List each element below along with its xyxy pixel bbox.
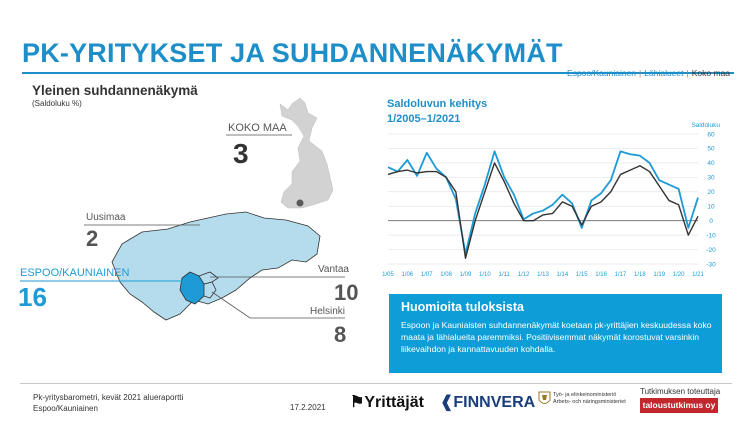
x-tick-label: 1/05 — [382, 272, 394, 278]
x-tick-label: 1/06 — [402, 272, 414, 278]
x-tick-label: 1/09 — [460, 272, 472, 278]
y-tick-label: -10 — [706, 232, 716, 239]
y-tick-label: 40 — [707, 160, 715, 167]
x-tick-label: 1/21 — [692, 272, 704, 278]
x-tick-label: 1/11 — [499, 272, 511, 278]
footer-divider — [20, 383, 732, 384]
breadcrumb-item-lahialueet[interactable]: Lähialueet — [644, 68, 684, 78]
ministry-logo-line1: Työ- ja elinkeinoministeriö — [553, 392, 617, 398]
leader-line-helsinki — [211, 291, 345, 319]
x-tick-label: 1/13 — [537, 272, 549, 278]
title-divider — [22, 72, 734, 74]
x-tick-label: 1/07 — [421, 272, 433, 278]
yrittajat-logo-text: Yrittäjät — [364, 394, 424, 411]
x-tick-label: 1/19 — [653, 272, 665, 278]
y-tick-label: 60 — [707, 131, 715, 138]
ministry-crest-icon — [538, 391, 551, 404]
breadcrumb-separator: | — [639, 68, 642, 78]
line-chart: 60 50 40 30 20 10 0 -10 -20 -30 1/05 1/06 1/07 1/08 1… — [382, 122, 720, 278]
y-tick-label: -30 — [706, 261, 716, 268]
info-box: Huomioita tuloksista Espoon ja Kauniaist… — [389, 294, 722, 373]
region-value-uusimaa: 2 — [86, 226, 99, 251]
uusimaa-map-icon — [111, 211, 321, 321]
info-box-title: Huomioita tuloksista — [401, 300, 524, 314]
breadcrumb-item-espoo[interactable]: Espoo/Kauniainen — [567, 68, 637, 78]
breadcrumb: Espoo/Kauniainen | Lähialueet | Koko maa — [567, 68, 730, 78]
x-tick-label: 1/15 — [576, 272, 588, 278]
x-tick-label: 1/14 — [557, 272, 569, 278]
left-panel-subtitle: (Saldoluku %) — [32, 99, 82, 108]
footer-source: Pk-yritysbarometri, kevät 2021 aluerapor… — [33, 392, 183, 414]
chart-title-period: 1/2005–1/2021 — [387, 113, 461, 125]
region-value-helsinki: 8 — [334, 322, 347, 347]
y-tick-label: 20 — [707, 189, 715, 196]
x-tick-label: 1/08 — [440, 272, 452, 278]
region-value-koko-maa: 3 — [233, 138, 249, 169]
footer-date: 17.2.2021 — [290, 403, 326, 412]
region-value-espoo: 16 — [18, 282, 47, 312]
finnvera-logo-text: FINNVERA — [453, 394, 536, 411]
region-name-uusimaa: Uusimaa — [86, 212, 126, 223]
x-tick-label: 1/12 — [518, 272, 530, 278]
chart-ylabel: Saldoluku — [691, 122, 720, 129]
x-tick-label: 1/20 — [673, 272, 685, 278]
yrittajat-flag-icon: ⚑ — [350, 394, 365, 411]
chart-title: Saldoluvun kehitys 1/2005–1/2021 — [387, 97, 487, 127]
region-name-koko-maa: KOKO MAA — [228, 122, 287, 134]
y-tick-label: 50 — [707, 146, 715, 153]
breadcrumb-item-koko-maa[interactable]: Koko maa — [691, 68, 730, 78]
y-tick-label: 10 — [707, 204, 715, 211]
region-name-espoo: ESPOO/KAUNIAINEN — [20, 267, 130, 279]
region-name-vantaa: Vantaa — [318, 264, 349, 275]
ministry-logo: Työ- ja elinkeinoministeriö Arbets- och … — [553, 392, 633, 406]
footer-source-line1: Pk-yritysbarometri, kevät 2021 aluerapor… — [33, 393, 184, 402]
y-tick-label: -20 — [706, 247, 716, 254]
left-panel-title: Yleinen suhdannenäkymä — [32, 83, 198, 98]
page-title: PK-YRITYKSET JA SUHDANNENÄKYMÄT — [22, 38, 563, 68]
breadcrumb-separator: | — [686, 68, 689, 78]
y-tick-label: 30 — [707, 175, 715, 182]
finland-map-icon — [279, 97, 334, 209]
x-tick-label: 1/17 — [615, 272, 627, 278]
info-box-body: Espoon ja Kauniaisten suhdannenäkymät ko… — [401, 320, 712, 354]
region-name-helsinki: Helsinki — [310, 306, 346, 317]
footer-source-line2: Espoo/Kauniainen — [33, 404, 98, 413]
series-line-1 — [387, 150, 699, 255]
tutkimus-label: Tutkimuksen toteuttaja — [640, 387, 721, 396]
vantaa-map-icon — [198, 271, 219, 285]
x-tick-label: 1/18 — [634, 272, 646, 278]
yrittajat-logo: ⚑Yrittäjät — [350, 392, 424, 412]
finnvera-mark-icon: ❰ — [440, 394, 454, 411]
finland-map-highlight — [296, 199, 304, 207]
y-tick-label: 0 — [709, 218, 713, 225]
x-tick-label: 1/10 — [479, 272, 491, 278]
taloustutkimus-logo: taloustutkimus oy — [640, 398, 718, 413]
ministry-logo-line2: Arbets- och näringsministeriet — [553, 399, 626, 405]
chart-title-main: Saldoluvun kehitys — [387, 98, 488, 110]
x-tick-label: 1/16 — [595, 272, 607, 278]
finnvera-logo: ❰FINNVERA — [440, 392, 535, 412]
region-value-vantaa: 10 — [334, 280, 359, 305]
series-line-2 — [387, 162, 699, 259]
